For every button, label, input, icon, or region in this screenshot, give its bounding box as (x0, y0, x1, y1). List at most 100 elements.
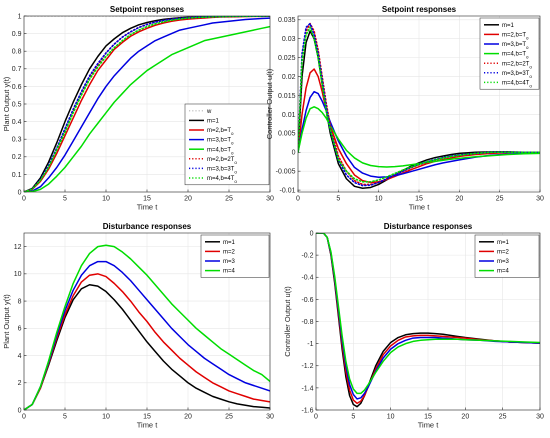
y-tick-label: -0.01 (280, 188, 296, 195)
chart-title: Disturbance responses (384, 222, 473, 231)
series-line-m-4-b-4t-o (298, 26, 540, 183)
y-tick-label: 0.1 (12, 172, 22, 179)
y-tick-label: -1.4 (301, 385, 313, 392)
x-tick-label: 15 (143, 196, 151, 203)
y-tick-label: 0.3 (12, 137, 22, 144)
y-tick-label: 1 (18, 13, 22, 20)
x-tick-label: 5 (336, 196, 340, 203)
series-line-m-4 (24, 244, 270, 410)
axes-frame (23, 15, 271, 193)
x-tick-label: 0 (22, 414, 26, 421)
x-tick-label: 25 (499, 414, 507, 421)
chart-panel-3: 0 5 10 15 20 25 30 0 2 4 6 8 10 12 Disturbance respons… (2, 222, 274, 430)
legend-entry: m=4,b=To (207, 147, 234, 155)
y-tick-label: 4 (18, 353, 22, 360)
x-tick-label: 10 (375, 196, 383, 203)
y-tick-label: 8 (18, 298, 22, 305)
series-group (24, 16, 270, 192)
y-tick-label: 0.8 (12, 49, 22, 56)
y-tick-label: 0.7 (12, 66, 22, 73)
x-tick-label: 20 (455, 196, 463, 203)
x-tick-label: 30 (536, 414, 544, 421)
legend-entry: m=2 (497, 250, 510, 256)
y-axis-label: Plant Output y(t) (2, 76, 11, 131)
legend: w m=1 m=2,b=To m=3,b=Tom=4,b=To m=2,b=2To m=3… (184, 103, 270, 186)
legend-entry: m=3,b=To (207, 138, 234, 146)
legend: m=1 m=2,b=Tom=3,b=To m=4,b=Tom=2,b=2To m=3,… (479, 17, 540, 90)
y-tick-label: 0.6 (12, 84, 22, 91)
y-tick-label: -0.4 (301, 275, 313, 282)
x-tick-label: 15 (143, 414, 151, 421)
y-tick-label: 0 (292, 150, 296, 157)
legend-entry: m=2,b=2To (207, 157, 237, 165)
y-tick-label: -1.2 (301, 363, 313, 370)
x-tick-label: 0 (296, 196, 300, 203)
y-tick-label: 0.2 (12, 154, 22, 161)
x-tick-label: 30 (266, 196, 274, 203)
legend-entry: m=3,b=To (502, 42, 529, 50)
chart-panel-4: 0 5 10 15 20 25 30 -1.6 -1.4 -1.2 -1 -0.8 -0.6 -0.4 -0… (283, 222, 544, 430)
series-line-m-4 (316, 233, 540, 395)
legend-entry: m=1 (223, 240, 236, 246)
x-tick-label: 0 (22, 196, 26, 203)
y-tick-label: 0.035 (278, 17, 296, 24)
y-tick-label: -0.6 (301, 297, 313, 304)
x-tick-label: 25 (225, 196, 233, 203)
legend-entry: m=4 (223, 269, 236, 275)
y-tick-label: 0.03 (282, 36, 296, 43)
y-tick-label: 0.005 (278, 131, 296, 138)
y-tick-label: 0.02 (282, 74, 296, 81)
x-tick-label: 30 (536, 196, 544, 203)
x-axis-label: Time t (137, 203, 158, 212)
axes-frame (315, 232, 541, 411)
series-line-m-3-b-t-o (298, 90, 540, 178)
x-tick-label: 10 (102, 414, 110, 421)
y-tick-label: 2 (18, 380, 22, 387)
x-axis-label: Time t (409, 203, 430, 212)
legend-entry: m=4,b=To (502, 52, 529, 60)
x-tick-label: 0 (314, 414, 318, 421)
y-tick-label: 0.4 (12, 119, 22, 126)
y-tick-label: -1.6 (301, 407, 313, 414)
legend-entry: m=4,b=4To (502, 81, 532, 89)
x-tick-label: 5 (351, 414, 355, 421)
series-line-m-4-b-t-o (298, 106, 540, 168)
chart-title: Setpoint responses (110, 5, 185, 14)
y-tick-label: -0.2 (301, 253, 313, 260)
legend-entry: m=3 (497, 259, 510, 265)
chart-panel-2: 0 5 10 15 20 25 30 -0.01 -0.005 0 0.005 0.01 0.015 0.… (265, 5, 544, 212)
legend-entry: m=4,b=4To (207, 176, 237, 184)
y-tick-label: 0.5 (12, 101, 22, 108)
series-line-m-1 (24, 283, 270, 410)
chart-title: Setpoint responses (382, 5, 457, 14)
x-tick-label: 15 (415, 196, 423, 203)
legend: m=1 m=2 m=3 m=4 (200, 234, 270, 278)
series-line-m-4-b-4t-o (24, 16, 270, 192)
legend-box (184, 103, 270, 186)
legend-entry: m=3,b=3To (502, 71, 532, 79)
y-tick-label: 0.015 (278, 93, 296, 100)
x-tick-label: 15 (424, 414, 432, 421)
y-tick-label: 10 (14, 271, 22, 278)
legend: m=1 m=2 m=3 m=4 (474, 234, 540, 278)
legend-entry: m=3,b=3To (207, 167, 237, 175)
series-group (316, 233, 540, 408)
legend-entry: m=2,b=2To (502, 61, 532, 69)
y-tick-label: 12 (14, 244, 22, 251)
axes-frame (297, 15, 541, 193)
series-group (24, 244, 270, 410)
legend-entry: m=1 (502, 23, 515, 29)
x-tick-label: 25 (496, 196, 504, 203)
series-line-m-3-b-t-o (24, 17, 270, 192)
legend-entry: w (206, 109, 212, 115)
x-tick-label: 30 (266, 414, 274, 421)
series-line-m-3 (24, 260, 270, 410)
legend-entry: m=3 (223, 259, 236, 265)
x-axis-label: Time t (418, 421, 439, 430)
x-tick-label: 25 (225, 414, 233, 421)
chart-title: Disturbance responses (103, 222, 192, 231)
series-line-m-4-b-t-o (24, 25, 270, 192)
legend-entry: m=1 (207, 119, 220, 125)
y-tick-label: 0 (18, 407, 22, 414)
